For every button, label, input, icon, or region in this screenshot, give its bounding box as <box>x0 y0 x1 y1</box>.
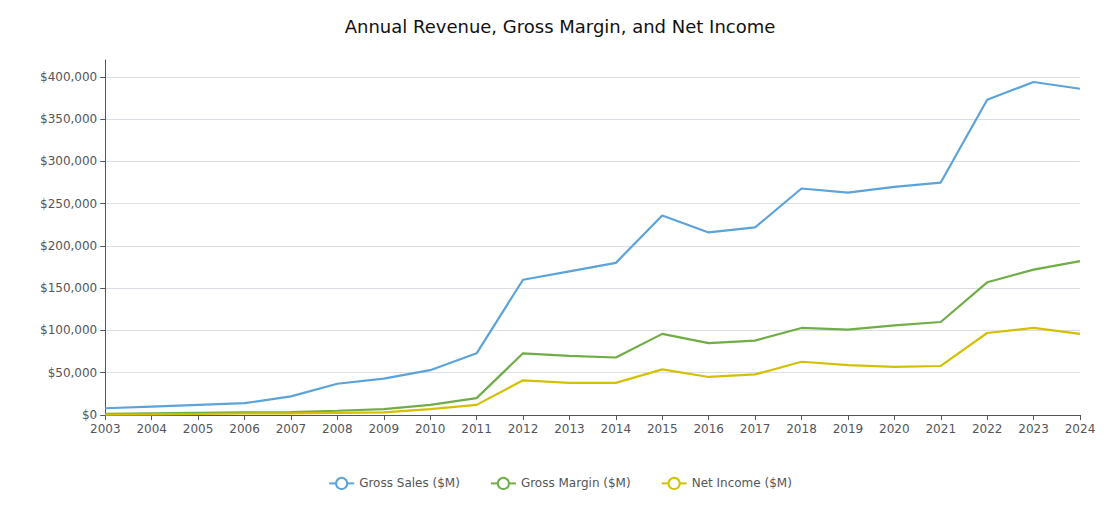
svg-text:2006: 2006 <box>229 422 260 436</box>
svg-text:$400,000: $400,000 <box>40 70 97 84</box>
svg-text:2024: 2024 <box>1065 422 1096 436</box>
svg-text:$50,000: $50,000 <box>48 366 98 380</box>
svg-text:$150,000: $150,000 <box>40 281 97 295</box>
svg-text:$100,000: $100,000 <box>40 323 97 337</box>
svg-text:$250,000: $250,000 <box>40 197 97 211</box>
svg-text:2020: 2020 <box>879 422 910 436</box>
svg-text:2014: 2014 <box>601 422 632 436</box>
svg-text:Gross Margin ($M): Gross Margin ($M) <box>521 476 631 490</box>
svg-text:2003: 2003 <box>90 422 121 436</box>
svg-text:$300,000: $300,000 <box>40 154 97 168</box>
svg-text:Gross Sales ($M): Gross Sales ($M) <box>359 476 460 490</box>
svg-text:2007: 2007 <box>276 422 307 436</box>
svg-text:2022: 2022 <box>972 422 1003 436</box>
svg-text:$0: $0 <box>82 408 97 422</box>
svg-text:2015: 2015 <box>647 422 678 436</box>
svg-text:2010: 2010 <box>415 422 446 436</box>
svg-text:2016: 2016 <box>693 422 724 436</box>
svg-text:2004: 2004 <box>136 422 167 436</box>
svg-text:2005: 2005 <box>183 422 214 436</box>
svg-text:2011: 2011 <box>461 422 492 436</box>
svg-text:$200,000: $200,000 <box>40 239 97 253</box>
svg-text:$350,000: $350,000 <box>40 112 97 126</box>
svg-text:2013: 2013 <box>554 422 585 436</box>
svg-text:2018: 2018 <box>786 422 817 436</box>
svg-text:Net Income ($M): Net Income ($M) <box>692 476 792 490</box>
svg-text:2023: 2023 <box>1018 422 1049 436</box>
svg-text:2021: 2021 <box>925 422 956 436</box>
svg-text:2012: 2012 <box>508 422 539 436</box>
svg-text:Annual Revenue, Gross Margin,: Annual Revenue, Gross Margin, and Net In… <box>345 16 776 37</box>
svg-text:2019: 2019 <box>833 422 864 436</box>
svg-text:2009: 2009 <box>368 422 399 436</box>
svg-text:2017: 2017 <box>740 422 771 436</box>
svg-text:2008: 2008 <box>322 422 353 436</box>
